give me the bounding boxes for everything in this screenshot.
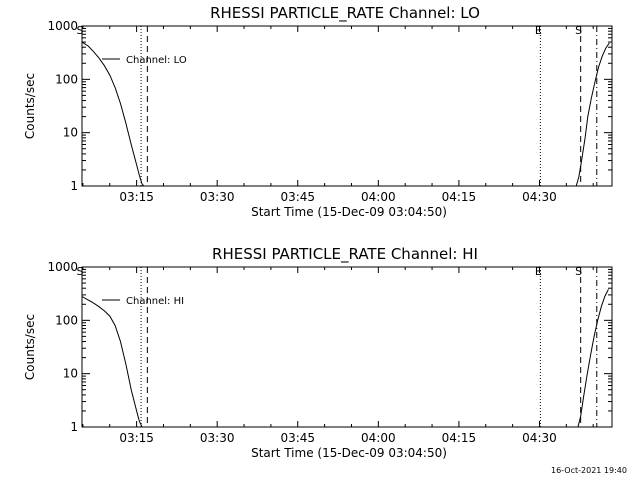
y-tick-label: 100 xyxy=(55,313,78,327)
x-axis-label: Start Time (15-Dec-09 03:04:50) xyxy=(251,446,447,460)
y-tick-label: 1000 xyxy=(47,19,78,33)
x-tick-label: 04:30 xyxy=(522,431,557,445)
chart-panel-1: RHESSI PARTICLE_RATE Channel: LO 03:15 03:… xyxy=(23,4,613,219)
chart-title: RHESSI PARTICLE_RATE Channel: HI xyxy=(212,245,478,264)
event-marker-label: E xyxy=(535,265,542,278)
event-marker-label: S xyxy=(77,265,84,278)
x-tick-label: 04:00 xyxy=(361,431,396,445)
series-line xyxy=(577,289,609,428)
y-tick-label: 100 xyxy=(55,72,78,86)
series-line xyxy=(81,296,143,428)
y-tick-label: 1 xyxy=(70,420,78,434)
chart-title: RHESSI PARTICLE_RATE Channel: LO xyxy=(210,4,480,23)
series-line xyxy=(575,42,610,187)
x-tick-label: 03:30 xyxy=(200,431,235,445)
y-axis-label: Counts/sec xyxy=(23,73,37,139)
plot-frame xyxy=(81,25,613,187)
x-tick-label: 04:15 xyxy=(442,190,477,204)
x-tick-label: 04:30 xyxy=(522,190,557,204)
series-line xyxy=(81,41,145,187)
y-tick-label: 10 xyxy=(63,126,78,140)
x-tick-label: 04:00 xyxy=(361,190,396,204)
x-axis-label: Start Time (15-Dec-09 03:04:50) xyxy=(251,205,447,219)
legend-label: Channel: HI xyxy=(126,296,184,307)
x-tick-label: 03:30 xyxy=(200,190,235,204)
y-tick-label: 1 xyxy=(70,179,78,193)
event-marker-label: E xyxy=(535,24,542,37)
plot-frame xyxy=(81,266,613,428)
event-marker-label: S xyxy=(575,265,582,278)
x-tick-label: 03:45 xyxy=(280,431,315,445)
y-axis-label: Counts/sec xyxy=(23,314,37,380)
event-marker-label: S xyxy=(575,24,582,37)
x-tick-label: 04:15 xyxy=(442,431,477,445)
y-tick-label: 1000 xyxy=(47,260,78,274)
x-tick-label: 03:15 xyxy=(119,431,154,445)
timestamp: 16-Oct-2021 19:40 xyxy=(551,466,627,475)
x-tick-label: 03:15 xyxy=(119,190,154,204)
event-marker-label: S xyxy=(77,24,84,37)
chart-panel-2: RHESSI PARTICLE_RATE Channel: HI 03:15 03:… xyxy=(23,245,613,460)
legend-label: Channel: LO xyxy=(126,55,187,66)
y-tick-label: 10 xyxy=(63,367,78,381)
x-tick-label: 03:45 xyxy=(280,190,315,204)
